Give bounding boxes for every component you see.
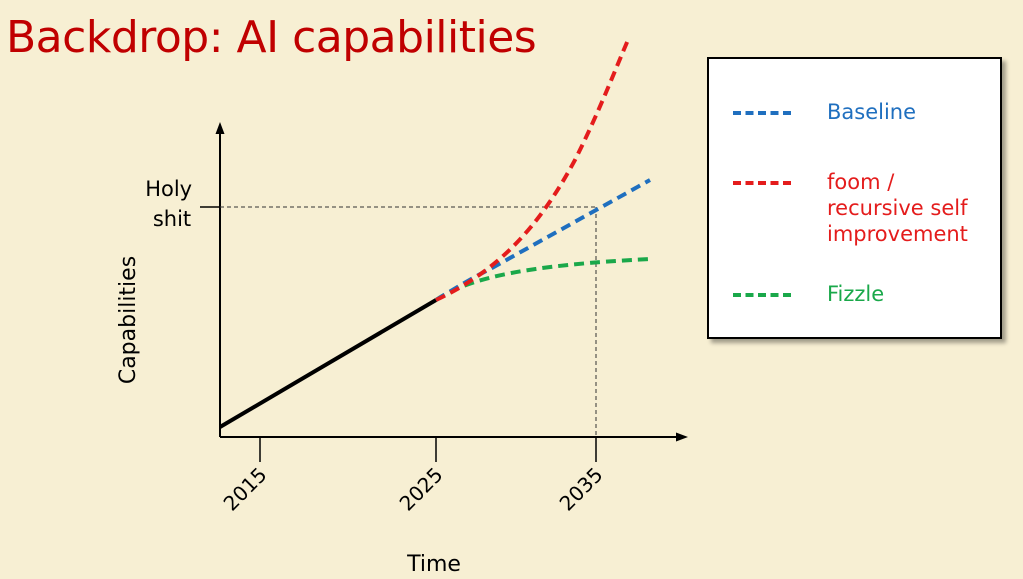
legend: Baseline foom / recursive self improveme… [707, 57, 1002, 339]
series-fizzle-line [434, 257, 651, 302]
x-axis-label: Time [406, 552, 461, 577]
y-axis-label: Capabilities [116, 256, 141, 384]
y-axis-arrow [215, 122, 225, 134]
x-tick-label-2025: 2025 [395, 463, 448, 516]
legend-swatch-baseline [733, 111, 791, 115]
x-axis-arrow [676, 432, 688, 442]
series-foom-line [435, 39, 630, 302]
series-historical-line [218, 298, 438, 429]
x-tick-label-2035: 2035 [555, 463, 608, 516]
x-tick-label-2015: 2015 [219, 463, 272, 516]
series-baseline-line [434, 178, 651, 302]
y-annotation-holy-shit: Holy shit [145, 177, 199, 231]
legend-label-baseline: Baseline [827, 100, 917, 124]
legend-label-foom: foom / recursive self improvement [827, 170, 968, 246]
legend-label-fizzle: Fizzle [827, 282, 885, 306]
legend-swatch-fizzle [733, 293, 791, 297]
slide-title: Backdrop: AI capabilities [6, 12, 537, 63]
legend-swatch-foom [733, 181, 791, 185]
